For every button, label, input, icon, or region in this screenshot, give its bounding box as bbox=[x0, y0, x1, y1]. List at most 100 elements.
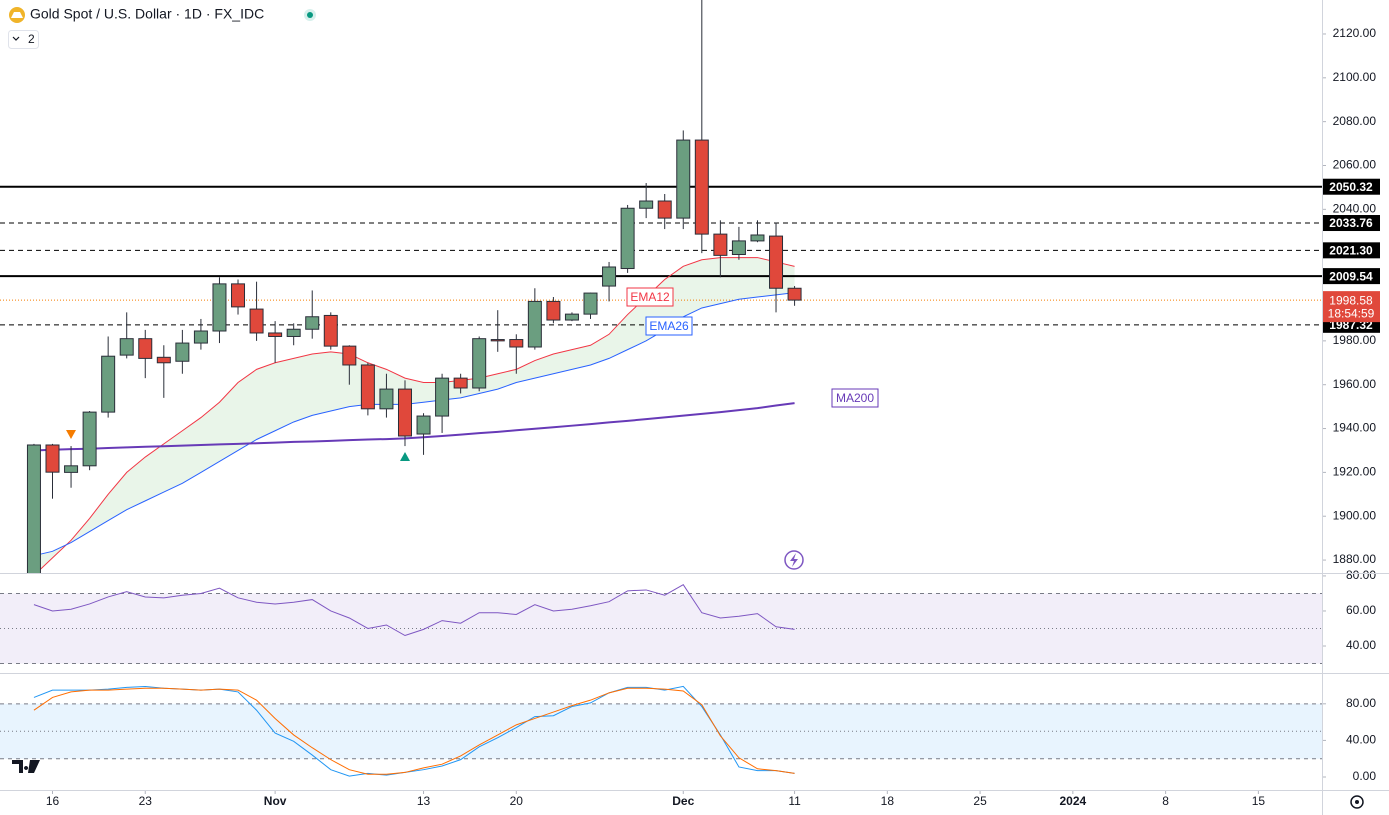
y-tick-label: 2100.00 bbox=[1333, 70, 1377, 84]
x-tick-label: Dec bbox=[672, 794, 694, 808]
y-tick-label: 80.00 bbox=[1346, 568, 1376, 582]
candle-body bbox=[769, 235, 784, 289]
candle-body bbox=[212, 283, 227, 332]
settings-button[interactable] bbox=[1350, 795, 1364, 809]
candle-body bbox=[713, 233, 728, 256]
buy-signal bbox=[400, 452, 410, 461]
candle-body bbox=[45, 444, 60, 473]
hidden-count: 2 bbox=[28, 32, 35, 46]
market-status-dot bbox=[307, 12, 313, 18]
candle-body bbox=[101, 355, 116, 413]
candle-body bbox=[305, 316, 320, 330]
candle-body bbox=[82, 411, 97, 467]
series-label-box bbox=[645, 316, 693, 336]
x-tick-label: Nov bbox=[264, 794, 287, 808]
y-tick-label: 2060.00 bbox=[1333, 158, 1377, 172]
x-tick-label: 23 bbox=[139, 794, 153, 808]
ema-cloud bbox=[33, 257, 795, 573]
settings-glyph bbox=[1355, 800, 1359, 804]
series-label: MA200 bbox=[836, 391, 874, 405]
symbol-icon-glyph bbox=[11, 12, 23, 18]
level-label: 2009.54 bbox=[1329, 269, 1373, 283]
level-label-box bbox=[1322, 268, 1380, 285]
candle-body bbox=[453, 377, 468, 389]
y-tick-label: 1920.00 bbox=[1333, 465, 1377, 479]
candle-body bbox=[564, 313, 579, 321]
candle-body bbox=[620, 207, 635, 270]
candle-body bbox=[156, 356, 171, 364]
candle-body bbox=[583, 292, 598, 315]
candle-body bbox=[750, 234, 765, 242]
x-tick-label: 20 bbox=[510, 794, 524, 808]
candle-body bbox=[472, 338, 487, 389]
x-tick-label: 16 bbox=[46, 794, 60, 808]
x-tick-label: 8 bbox=[1162, 794, 1169, 808]
candle-body bbox=[657, 200, 672, 219]
candle-body bbox=[435, 377, 450, 417]
level-label-box bbox=[1322, 242, 1380, 259]
last-price-box bbox=[1322, 291, 1380, 323]
candle-body bbox=[416, 415, 431, 435]
symbol-title[interactable]: Gold Spot / U.S. Dollar · 1D · FX_IDC bbox=[30, 6, 264, 22]
x-tick-label: 15 bbox=[1252, 794, 1266, 808]
indicator-line bbox=[33, 402, 795, 452]
candle-body bbox=[286, 328, 301, 337]
y-tick-label: 1960.00 bbox=[1333, 377, 1377, 391]
series-label: EMA26 bbox=[649, 319, 689, 333]
candle-body bbox=[490, 339, 505, 342]
candle-body bbox=[509, 339, 524, 348]
y-tick-label: 2040.00 bbox=[1333, 202, 1377, 216]
countdown-label: 18:54:59 bbox=[1328, 306, 1375, 320]
y-tick-label: 1940.00 bbox=[1333, 421, 1377, 435]
candle-body bbox=[527, 300, 542, 348]
candle-body bbox=[119, 338, 134, 356]
indicator-line bbox=[33, 584, 795, 637]
candle-body bbox=[397, 388, 412, 437]
y-tick-label: 2080.00 bbox=[1333, 114, 1377, 128]
candle-body bbox=[602, 266, 617, 287]
x-tick-label: 25 bbox=[973, 794, 987, 808]
indicators-toggle[interactable] bbox=[8, 30, 39, 49]
indicator-band bbox=[0, 593, 1322, 664]
y-tick-label: 80.00 bbox=[1346, 696, 1376, 710]
level-label-box bbox=[1322, 215, 1380, 232]
y-tick-label: 2120.00 bbox=[1333, 26, 1377, 40]
y-tick-label: 60.00 bbox=[1346, 603, 1376, 617]
series-label-box bbox=[626, 287, 674, 307]
series-label: EMA12 bbox=[630, 290, 670, 304]
candle-body bbox=[676, 139, 691, 219]
candle-body bbox=[694, 139, 709, 235]
x-tick-label: 2024 bbox=[1059, 794, 1086, 808]
y-tick-label: 40.00 bbox=[1346, 733, 1376, 747]
candle-body bbox=[342, 345, 357, 366]
sell-signal bbox=[66, 430, 76, 439]
y-tick-label: 40.00 bbox=[1346, 638, 1376, 652]
last-price-label: 1998.58 bbox=[1329, 293, 1373, 307]
level-label: 2033.76 bbox=[1329, 216, 1373, 230]
candle-body bbox=[249, 308, 264, 334]
chevron bbox=[12, 36, 20, 41]
y-tick-label: 1880.00 bbox=[1333, 552, 1377, 566]
x-tick-label: 11 bbox=[788, 794, 801, 808]
main-plot bbox=[0, 0, 1322, 573]
y-tick-label: 1980.00 bbox=[1333, 333, 1377, 347]
candle-body bbox=[268, 332, 283, 337]
y-tick-label: 1900.00 bbox=[1333, 508, 1377, 522]
level-label-box bbox=[1322, 178, 1380, 195]
candle-body bbox=[379, 388, 394, 410]
candle-body bbox=[787, 287, 802, 301]
candle-body bbox=[231, 283, 246, 308]
candle-body bbox=[546, 300, 561, 321]
candle-body bbox=[731, 240, 746, 255]
y-tick-label: 0.00 bbox=[1353, 769, 1377, 783]
candle-body bbox=[639, 200, 654, 209]
events-glyph bbox=[790, 553, 798, 567]
candle-body bbox=[64, 465, 79, 473]
candle-body bbox=[26, 444, 41, 573]
logo[interactable] bbox=[12, 760, 40, 773]
candle-body bbox=[175, 342, 190, 362]
